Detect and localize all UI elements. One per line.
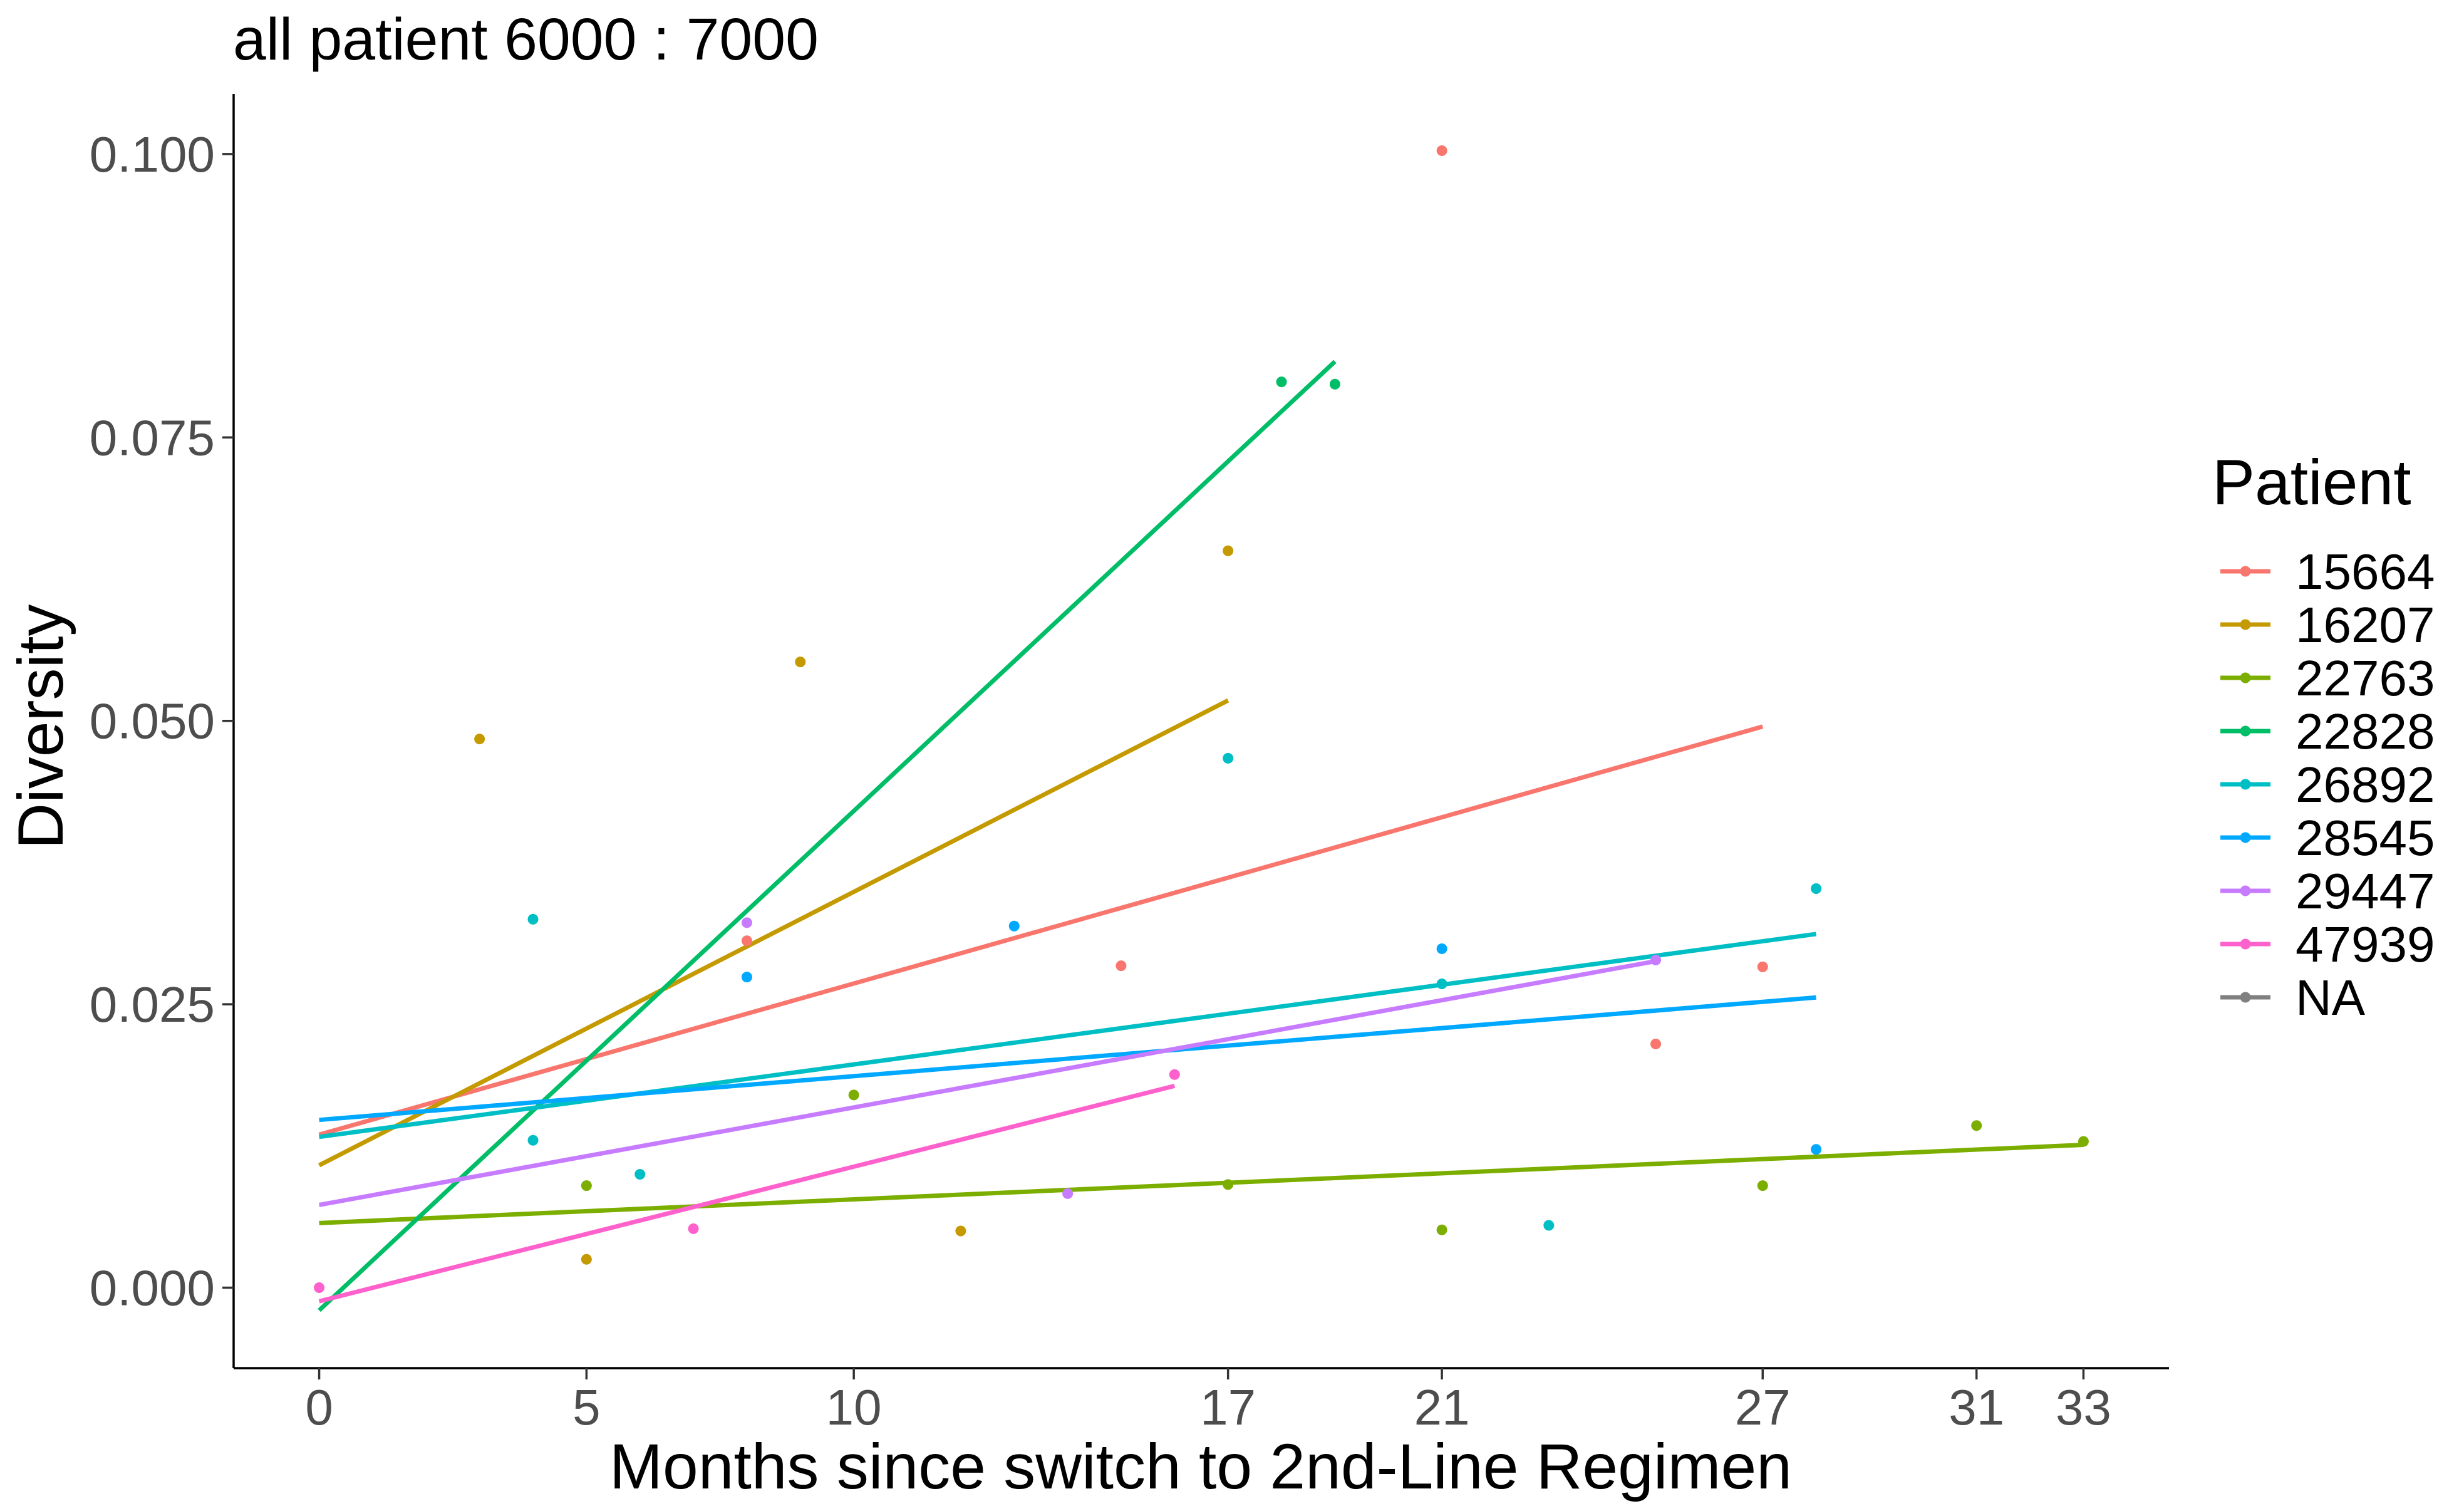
fit-lines bbox=[318, 360, 2084, 1312]
data-point-26892 bbox=[527, 1135, 539, 1146]
legend-label: 26892 bbox=[2296, 757, 2435, 813]
y-tick-label: 0.050 bbox=[90, 693, 215, 749]
data-point-22763 bbox=[1971, 1120, 1982, 1131]
data-point-26892 bbox=[634, 1169, 646, 1180]
legend-label: NA bbox=[2296, 970, 2366, 1026]
x-tick-label: 10 bbox=[826, 1379, 882, 1435]
data-point-29447 bbox=[1650, 955, 1662, 966]
legend-label: 16207 bbox=[2296, 597, 2435, 653]
data-point-26892 bbox=[527, 913, 539, 925]
legend-items: 1566416207227632282826892285452944747939… bbox=[2220, 544, 2435, 1026]
legend-item-22763: 22763 bbox=[2220, 650, 2435, 706]
plot-area bbox=[314, 145, 2089, 1312]
data-point-26892 bbox=[1223, 752, 1234, 764]
legend-key-point bbox=[2240, 992, 2251, 1003]
data-point-22763 bbox=[2078, 1136, 2089, 1147]
data-point-22763 bbox=[848, 1089, 859, 1101]
data-point-47939 bbox=[688, 1223, 699, 1234]
data-point-28545 bbox=[1811, 1144, 1822, 1155]
data-point-47939 bbox=[314, 1282, 325, 1294]
data-point-16207 bbox=[955, 1225, 966, 1237]
legend-item-22828: 22828 bbox=[2220, 704, 2435, 759]
data-point-28545 bbox=[1008, 920, 1020, 932]
x-axis-title: Months since switch to 2nd-Line Regimen bbox=[609, 1431, 1792, 1502]
legend: Patient 15664162072276322828268922854529… bbox=[2212, 447, 2435, 1026]
legend-key-point bbox=[2240, 832, 2251, 843]
data-point-15664 bbox=[741, 935, 752, 947]
fit-line-15664 bbox=[318, 724, 1764, 1137]
data-point-26892 bbox=[1436, 979, 1447, 990]
y-axis-title: Diversity bbox=[5, 604, 76, 849]
legend-item-47939: 47939 bbox=[2220, 916, 2435, 972]
data-point-22763 bbox=[1757, 1180, 1768, 1192]
x-tick-label: 17 bbox=[1200, 1379, 1256, 1435]
legend-label: 22828 bbox=[2296, 704, 2435, 759]
fit-line-28545 bbox=[319, 995, 1816, 1123]
data-point-22763 bbox=[581, 1180, 592, 1192]
data-point-28545 bbox=[741, 972, 752, 983]
legend-item-NA: NA bbox=[2220, 970, 2366, 1026]
fit-line-22828 bbox=[318, 360, 1337, 1312]
x-tick-label: 31 bbox=[1949, 1379, 2004, 1435]
data-point-15664 bbox=[1757, 961, 1768, 972]
y-tick-label: 0.075 bbox=[90, 410, 215, 465]
data-point-47939 bbox=[1169, 1069, 1180, 1080]
data-point-22763 bbox=[1223, 1179, 1234, 1190]
legend-item-16207: 16207 bbox=[2220, 597, 2435, 653]
data-point-16207 bbox=[474, 734, 485, 745]
y-axis-ticks: 0.000 0.025 0.050 0.075 0.100 bbox=[90, 127, 234, 1316]
data-point-29447 bbox=[1062, 1188, 1074, 1199]
x-tick-label: 27 bbox=[1735, 1379, 1791, 1435]
data-point-22828 bbox=[1276, 376, 1287, 388]
legend-key-point bbox=[2240, 566, 2251, 577]
data-point-15664 bbox=[1650, 1038, 1662, 1049]
data-point-16207 bbox=[1223, 545, 1234, 556]
data-point-29447 bbox=[741, 917, 752, 928]
legend-item-28545: 28545 bbox=[2220, 810, 2435, 866]
x-tick-label: 5 bbox=[572, 1379, 601, 1435]
legend-key-point bbox=[2240, 885, 2251, 896]
fit-line-29447 bbox=[318, 958, 1657, 1207]
legend-key-point bbox=[2240, 779, 2251, 790]
x-axis-ticks: 0 5 10 17 21 27 31 33 bbox=[305, 1368, 2111, 1435]
legend-key-point bbox=[2240, 672, 2251, 683]
legend-label: 29447 bbox=[2296, 863, 2435, 919]
data-point-16207 bbox=[581, 1254, 592, 1265]
legend-label: 28545 bbox=[2296, 810, 2435, 866]
legend-item-29447: 29447 bbox=[2220, 863, 2435, 919]
data-point-26892 bbox=[1811, 883, 1822, 895]
legend-key-point bbox=[2240, 619, 2251, 630]
fit-line-22763 bbox=[319, 1143, 2084, 1225]
legend-label: 15664 bbox=[2296, 544, 2435, 600]
y-tick-label: 0.000 bbox=[90, 1260, 215, 1316]
legend-title: Patient bbox=[2212, 447, 2411, 518]
data-point-15664 bbox=[1116, 960, 1127, 972]
legend-item-15664: 15664 bbox=[2220, 544, 2435, 600]
legend-key-point bbox=[2240, 938, 2251, 950]
x-tick-label: 33 bbox=[2056, 1379, 2111, 1435]
fit-line-26892 bbox=[319, 932, 1817, 1140]
legend-key-point bbox=[2240, 725, 2251, 737]
y-tick-label: 0.025 bbox=[90, 977, 215, 1032]
data-point-16207 bbox=[795, 657, 806, 668]
x-tick-label: 21 bbox=[1414, 1379, 1470, 1435]
data-point-28545 bbox=[1436, 943, 1447, 954]
legend-item-26892: 26892 bbox=[2220, 757, 2435, 813]
y-tick-label: 0.100 bbox=[90, 127, 215, 182]
data-points bbox=[314, 145, 2089, 1294]
legend-label: 22763 bbox=[2296, 650, 2435, 706]
fit-line-47939 bbox=[318, 1084, 1176, 1304]
data-point-22828 bbox=[1329, 378, 1340, 390]
legend-label: 47939 bbox=[2296, 916, 2435, 972]
data-point-26892 bbox=[1543, 1220, 1555, 1231]
data-point-15664 bbox=[1436, 145, 1447, 156]
chart-title: all patient 6000 : 7000 bbox=[233, 6, 819, 73]
data-point-22763 bbox=[1436, 1224, 1447, 1235]
fit-line-16207 bbox=[318, 698, 1229, 1168]
x-tick-label: 0 bbox=[305, 1379, 333, 1435]
